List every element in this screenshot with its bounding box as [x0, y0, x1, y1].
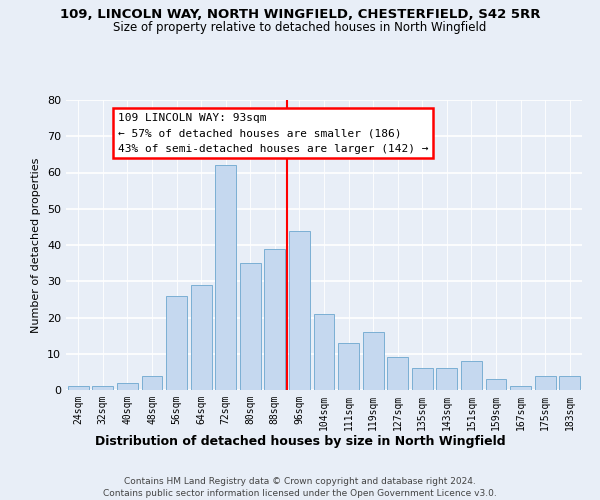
Bar: [142, 376, 163, 390]
Bar: [240, 263, 261, 390]
Text: Contains public sector information licensed under the Open Government Licence v3: Contains public sector information licen…: [103, 489, 497, 498]
Bar: [215, 165, 236, 390]
Text: Distribution of detached houses by size in North Wingfield: Distribution of detached houses by size …: [95, 435, 505, 448]
Bar: [166, 296, 187, 390]
Text: Size of property relative to detached houses in North Wingfield: Size of property relative to detached ho…: [113, 21, 487, 34]
Bar: [92, 386, 113, 390]
Text: Contains HM Land Registry data © Crown copyright and database right 2024.: Contains HM Land Registry data © Crown c…: [124, 478, 476, 486]
Bar: [559, 376, 580, 390]
Bar: [289, 230, 310, 390]
Bar: [265, 248, 286, 390]
Bar: [436, 368, 457, 390]
Bar: [461, 361, 482, 390]
Bar: [191, 285, 212, 390]
Bar: [314, 314, 334, 390]
Text: 109 LINCOLN WAY: 93sqm
← 57% of detached houses are smaller (186)
43% of semi-de: 109 LINCOLN WAY: 93sqm ← 57% of detached…: [118, 112, 428, 154]
Y-axis label: Number of detached properties: Number of detached properties: [31, 158, 41, 332]
Bar: [535, 376, 556, 390]
Bar: [362, 332, 383, 390]
Bar: [485, 379, 506, 390]
Bar: [68, 386, 89, 390]
Bar: [412, 368, 433, 390]
Text: 109, LINCOLN WAY, NORTH WINGFIELD, CHESTERFIELD, S42 5RR: 109, LINCOLN WAY, NORTH WINGFIELD, CHEST…: [60, 8, 540, 20]
Bar: [387, 358, 408, 390]
Bar: [510, 386, 531, 390]
Bar: [338, 343, 359, 390]
Bar: [117, 383, 138, 390]
